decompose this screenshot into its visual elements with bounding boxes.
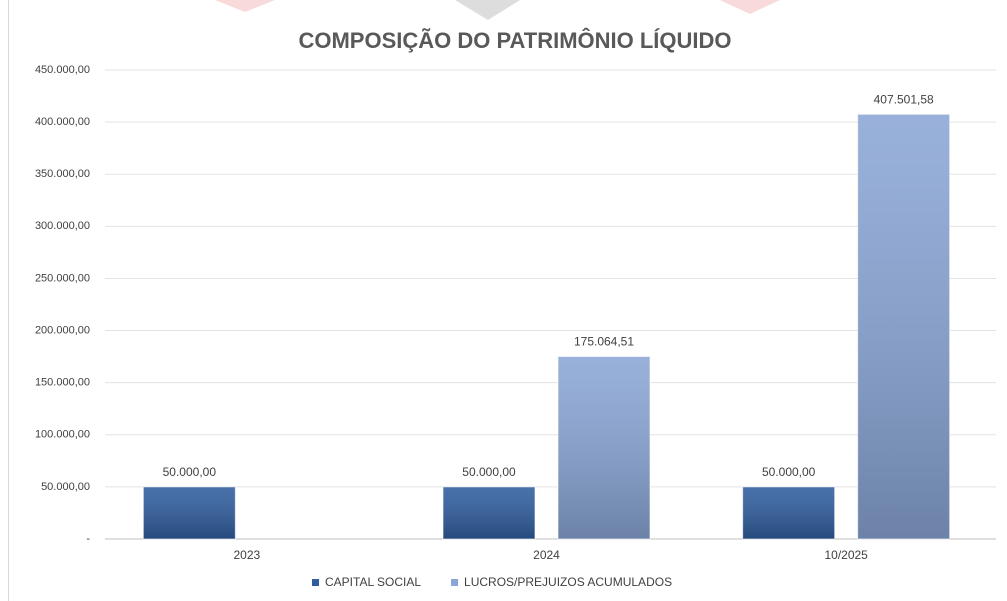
y-tick-label: - bbox=[86, 533, 90, 545]
bar-shade bbox=[857, 113, 951, 540]
bar-shade bbox=[442, 486, 536, 540]
y-tick-label: 100.000,00 bbox=[35, 429, 90, 441]
x-tick-label: 10/2025 bbox=[824, 548, 868, 562]
y-tick-label: 250.000,00 bbox=[35, 272, 90, 284]
y-tick-label: 350.000,00 bbox=[35, 168, 90, 180]
watermark bbox=[215, 0, 275, 12]
data-label: 50.000,00 bbox=[462, 465, 516, 479]
data-label: 50.000,00 bbox=[163, 465, 217, 479]
y-tick-label: 450.000,00 bbox=[35, 64, 90, 76]
y-tick-label: 150.000,00 bbox=[35, 377, 90, 389]
x-tick-label: 2024 bbox=[533, 548, 560, 562]
legend-swatch bbox=[451, 579, 459, 586]
data-label: 407.501,58 bbox=[874, 92, 934, 106]
y-tick-label: 200.000,00 bbox=[35, 324, 90, 336]
bar-shade bbox=[557, 356, 651, 540]
legend-label: LUCROS/PREJUIZOS ACUMULADOS bbox=[464, 575, 672, 589]
y-tick-label: 300.000,00 bbox=[35, 220, 90, 232]
chart-title: COMPOSIÇÃO DO PATRIMÔNIO LÍQUIDO bbox=[298, 28, 731, 53]
y-tick-label: 50.000,00 bbox=[41, 481, 90, 493]
legend-label: CAPITAL SOCIAL bbox=[325, 575, 421, 589]
x-tick-label: 2023 bbox=[233, 548, 260, 562]
bar-shade bbox=[142, 486, 236, 540]
watermark bbox=[720, 0, 780, 14]
y-tick-label: 400.000,00 bbox=[35, 116, 90, 128]
data-label: 50.000,00 bbox=[762, 465, 816, 479]
watermark bbox=[455, 0, 520, 20]
legend-swatch bbox=[312, 579, 319, 586]
bar-shade bbox=[742, 486, 836, 540]
data-label: 175.064,51 bbox=[574, 335, 634, 349]
